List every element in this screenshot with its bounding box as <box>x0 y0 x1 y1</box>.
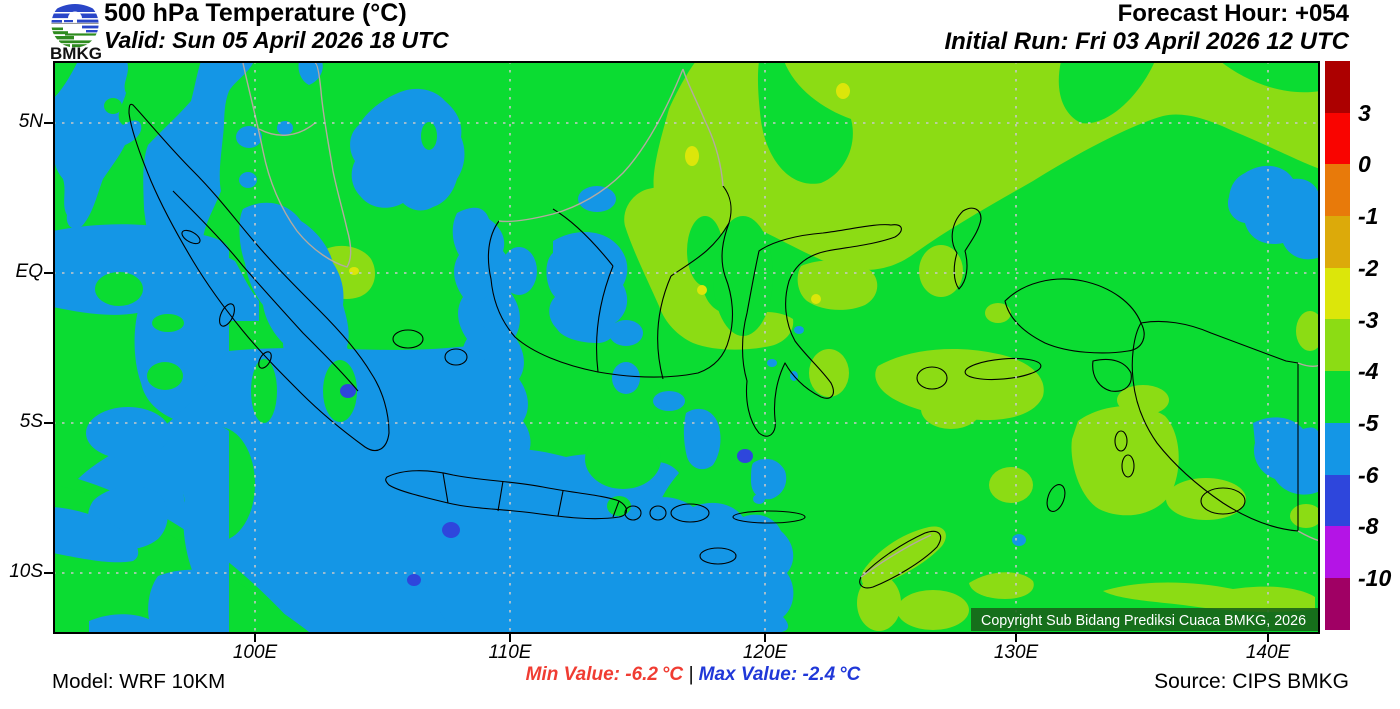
svg-text:Copyright Sub Bidang Prediksi: Copyright Sub Bidang Prediksi Cuaca BMKG… <box>981 613 1306 629</box>
